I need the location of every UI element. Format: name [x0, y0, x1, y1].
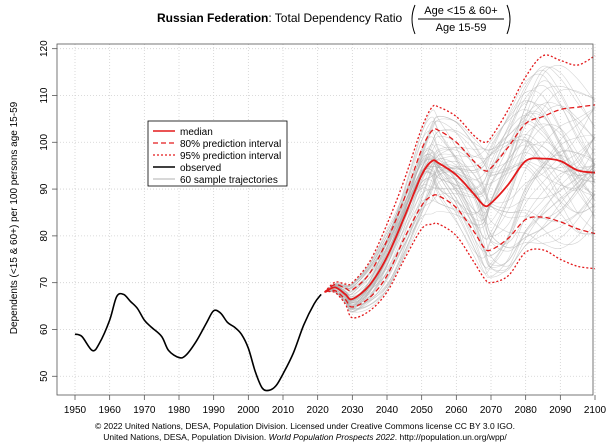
- x-tick-label: 2030: [341, 405, 364, 416]
- median-line: [324, 157, 596, 301]
- sample-trajectory: [324, 107, 596, 296]
- x-tick-label: 1980: [168, 405, 191, 416]
- observed-line: [74, 292, 322, 392]
- title-indicator: : Total Dependency Ratio: [268, 11, 402, 25]
- sample-trajectory: [324, 136, 596, 310]
- y-tick-label: 120: [39, 40, 50, 57]
- x-tick-label: 2070: [480, 405, 503, 416]
- x-tick-label: 1970: [133, 405, 156, 416]
- x-tick-label: 2060: [445, 405, 468, 416]
- x-tick-label: 1950: [64, 405, 87, 416]
- sample-trajectory: [324, 101, 596, 293]
- sample-trajectory: [324, 164, 596, 310]
- legend-box: [147, 120, 288, 187]
- sample-trajectories: [324, 65, 596, 313]
- y-tick-label: 90: [39, 183, 50, 195]
- grid: [57, 44, 596, 395]
- y-tick-label: 50: [39, 370, 50, 382]
- pi80-lower-line: [324, 194, 596, 308]
- x-tick-label: 1990: [203, 405, 226, 416]
- sample-trajectory: [324, 148, 596, 303]
- y-tick-label: 100: [39, 134, 50, 151]
- y-tick-label: 110: [39, 87, 50, 103]
- y-axis-label: Dependents (<15 & 60+) per 100 persons a…: [9, 101, 20, 334]
- axes: 1950 1960 1970 1980 1990 2000 2010 2020 2030 2040…: [39, 40, 607, 416]
- sample-trajectory: [324, 158, 596, 311]
- x-tick-label: 2020: [307, 405, 330, 416]
- svg-text:Russian Federation: Total Depe: Russian Federation: Total Dependency Rat…: [157, 11, 403, 25]
- sample-trajectory: [324, 115, 596, 302]
- sample-trajectory: [324, 141, 596, 308]
- y-tick-label: 70: [39, 277, 50, 289]
- sample-trajectory: [324, 123, 596, 296]
- sample-trajectory: [324, 160, 596, 313]
- sample-trajectory: [324, 104, 596, 304]
- pi80-upper-line: [324, 104, 596, 293]
- sample-trajectory: [324, 108, 596, 308]
- legend-label-samples: 60 sample trajectories: [180, 175, 278, 186]
- sample-trajectory: [324, 154, 596, 309]
- credit-line-2-report: World Population Prospects 2022: [269, 432, 395, 442]
- plot-frame: [56, 43, 594, 396]
- sample-trajectory: [324, 105, 596, 304]
- y-tick-label: 60: [39, 323, 50, 335]
- legend: median 80% prediction interval 95% predi…: [147, 120, 288, 187]
- sample-trajectory: [324, 113, 596, 293]
- x-tick-label: 2080: [515, 405, 538, 416]
- sample-trajectory: [324, 158, 596, 298]
- sample-trajectory: [324, 100, 596, 293]
- sample-trajectory: [324, 109, 596, 293]
- x-tick-label: 2010: [272, 405, 295, 416]
- title-country: Russian Federation: [157, 11, 268, 25]
- title-right-paren: [506, 4, 511, 35]
- title-left-paren: [411, 4, 416, 35]
- sample-trajectory: [324, 140, 596, 297]
- title-fraction-numerator: Age <15 & 60+: [424, 5, 497, 17]
- credit-line-2-url: . http://population.un.org/wpp/: [395, 432, 508, 442]
- credit-line-2-prefix: United Nations, DESA, Population Divisio…: [103, 432, 268, 442]
- sample-trajectory: [324, 135, 596, 306]
- chart-title: Russian Federation: Total Dependency Rat…: [157, 4, 511, 35]
- credit-line-2: United Nations, DESA, Population Divisio…: [103, 432, 507, 442]
- x-tick-label: 2090: [549, 405, 572, 416]
- x-tick-label: 2100: [584, 405, 607, 416]
- y-tick-label: 80: [39, 230, 50, 242]
- sample-trajectory: [324, 150, 596, 304]
- credit-line-1: © 2022 United Nations, DESA, Population …: [95, 421, 515, 431]
- x-tick-label: 2040: [376, 405, 399, 416]
- pi95-upper-line: [324, 54, 596, 293]
- x-tick-label: 2050: [411, 405, 434, 416]
- sample-trajectory: [324, 66, 596, 302]
- title-fraction-denominator: Age 15-59: [436, 22, 487, 34]
- sample-trajectory: [324, 177, 596, 306]
- series-layer: [74, 54, 596, 392]
- x-tick-label: 2000: [237, 405, 260, 416]
- legend-label-pi95: 95% prediction interval: [180, 151, 281, 162]
- x-tick-label: 1960: [99, 405, 122, 416]
- sample-trajectory: [324, 160, 596, 313]
- legend-label-observed: observed: [180, 163, 221, 174]
- legend-label-pi80: 80% prediction interval: [180, 139, 281, 150]
- legend-label-median: median: [180, 127, 213, 138]
